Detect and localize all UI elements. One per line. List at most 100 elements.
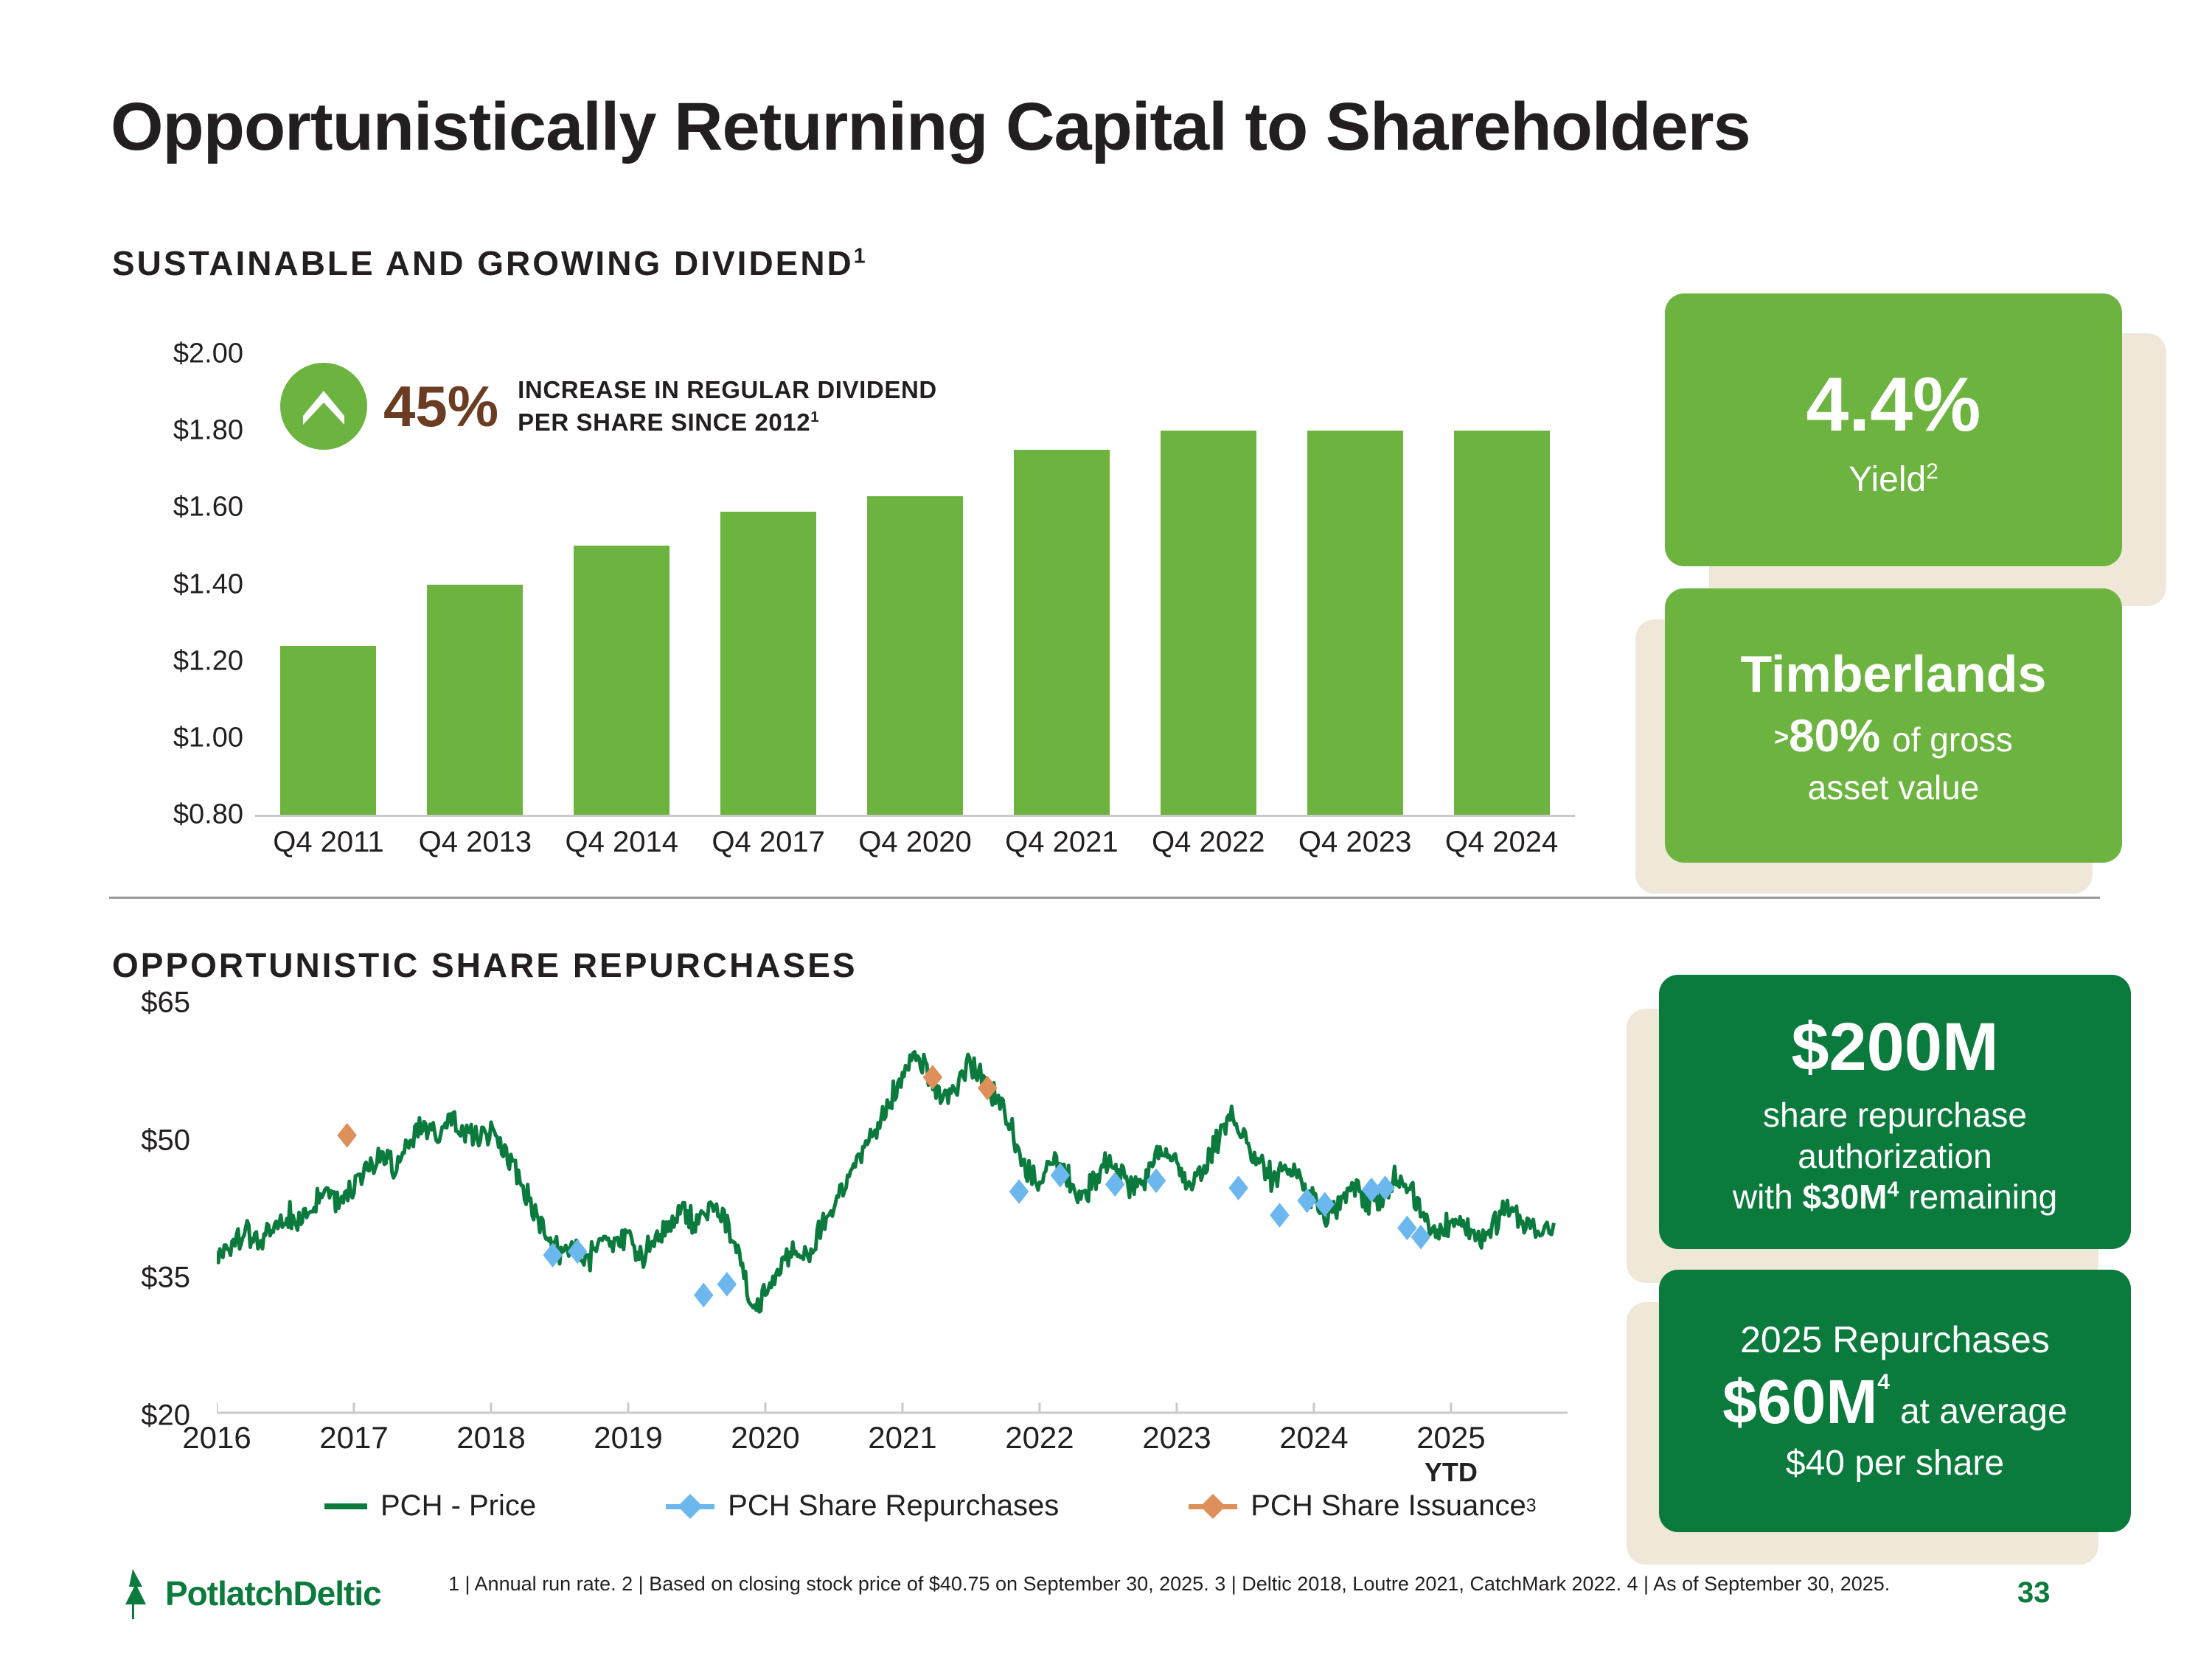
card-line3: asset value bbox=[1807, 768, 1980, 807]
bar-column bbox=[1453, 354, 1550, 815]
price-x-tick-ytd: YTD bbox=[1424, 1457, 1478, 1487]
price-x-tick: 2024 bbox=[1279, 1420, 1349, 1455]
price-y-tick: $65 bbox=[141, 986, 190, 1019]
price-x-tick: 2019 bbox=[594, 1420, 663, 1455]
repurchase-marker bbox=[1411, 1224, 1431, 1250]
price-line-chart: $65 $50 $35 $20 2016 2017 2018 2019 2020 2021 202… bbox=[87, 987, 1584, 1487]
card-label-text: Yield bbox=[1848, 459, 1927, 499]
bar-x-tick: Q4 2014 bbox=[565, 826, 678, 858]
legend-item: PCH - Price bbox=[324, 1489, 536, 1523]
repurchase-marker bbox=[1009, 1179, 1029, 1204]
legend-diamond-swatch bbox=[666, 1493, 715, 1519]
price-x-tick: 2021 bbox=[868, 1420, 937, 1455]
price-x-tick: 2018 bbox=[456, 1420, 526, 1455]
repurchase-marker bbox=[1146, 1168, 1166, 1194]
legend-label: PCH Share Repurchases bbox=[728, 1489, 1060, 1522]
repurchases-2025-card: 2025 Repurchases $60M 4 at average $40 per s… bbox=[1659, 1270, 2131, 1532]
legend-label: PCH - Price bbox=[380, 1489, 537, 1522]
card-line3: with $30M4 remaining bbox=[1733, 1177, 2057, 1217]
bar-x-tick: Q4 2024 bbox=[1444, 826, 1559, 858]
repurchase-marker bbox=[567, 1239, 588, 1265]
repurchase-marker bbox=[1270, 1203, 1290, 1228]
price-x-tick: 2016 bbox=[182, 1420, 251, 1455]
footnote-marker-1: 1 bbox=[853, 244, 868, 268]
dividend-increase-line1: INCREASE IN REGULAR DIVIDEND bbox=[518, 375, 937, 403]
bar-rect bbox=[1160, 431, 1256, 815]
price-y-tick: $35 bbox=[141, 1261, 190, 1294]
bar-column bbox=[574, 354, 670, 815]
bar-column bbox=[1307, 354, 1403, 815]
price-x-tick: 2020 bbox=[731, 1420, 800, 1455]
bar-column bbox=[1013, 354, 1110, 815]
page-number: 33 bbox=[2017, 1576, 2051, 1609]
bar-column bbox=[1160, 354, 1256, 815]
card-value-row: >80% of gross bbox=[1774, 709, 2013, 764]
card-value: 80% bbox=[1789, 711, 1881, 762]
price-line bbox=[217, 1050, 1556, 1314]
bar-x-tick: Q4 2020 bbox=[858, 826, 972, 858]
repurchase-marker bbox=[1397, 1215, 1417, 1241]
price-chart-plot-area: 2016 2017 2018 2019 2020 2021 2022 2023 2024 2025… bbox=[182, 1003, 1568, 1487]
card-line3-post: remaining bbox=[1899, 1177, 2058, 1216]
footnote-marker-2: 2 bbox=[1926, 459, 1938, 484]
price-x-tick: 2023 bbox=[1142, 1420, 1211, 1455]
bar-rect bbox=[867, 495, 963, 815]
legend-label: PCH Share Issuance bbox=[1251, 1489, 1526, 1522]
repurchase-marker bbox=[1315, 1192, 1335, 1217]
bar-chart-baseline bbox=[255, 815, 1575, 817]
repurchase-marker bbox=[1361, 1177, 1382, 1203]
card-value-suffix: at average bbox=[1899, 1391, 2067, 1431]
bar-x-tick: Q4 2017 bbox=[712, 826, 825, 858]
bar-chart-plot-area: Q4 2011 Q4 2013 Q4 2014 Q4 2017 Q4 2020 Q4 20… bbox=[255, 354, 1578, 858]
legend-item: PCH Share Issuance 3 bbox=[1189, 1489, 1537, 1523]
card-line1: share repurchase bbox=[1763, 1096, 2027, 1135]
price-x-tick: 2017 bbox=[319, 1420, 389, 1455]
legend-marker-diamond bbox=[1200, 1493, 1226, 1519]
chevron-up-icon bbox=[280, 363, 367, 450]
bar-rect bbox=[1013, 450, 1110, 815]
footnote-marker-4b: 4 bbox=[1877, 1369, 1890, 1394]
bar-rect bbox=[720, 511, 817, 815]
repurchase-marker bbox=[1050, 1163, 1071, 1188]
issuance-marker bbox=[337, 1122, 357, 1148]
card-line2: authorization bbox=[1798, 1136, 1992, 1175]
bar-y-tick: $1.60 bbox=[173, 491, 243, 523]
card-label: Yield2 bbox=[1848, 459, 1938, 501]
bar-rect bbox=[574, 546, 670, 815]
price-y-tick: $50 bbox=[141, 1124, 190, 1157]
bar-y-tick: $1.40 bbox=[173, 568, 243, 599]
card-value: 4.4% bbox=[1806, 361, 1981, 448]
authorization-card: $200M share repurchase authorization with $… bbox=[1659, 975, 2131, 1249]
issuance-marker bbox=[978, 1075, 998, 1101]
repurchase-marker bbox=[717, 1271, 737, 1297]
card-value-row: $60M 4 at average bbox=[1722, 1365, 2067, 1439]
price-x-tick: 2025 YTD bbox=[1377, 1420, 1525, 1488]
price-chart-legend: PCH - Price PCH Share Repurchases PCH Shar… bbox=[324, 1489, 1537, 1523]
card-line3-pre: with bbox=[1732, 1177, 1803, 1216]
legend-diamond-swatch bbox=[1189, 1493, 1238, 1519]
dividend-increase-line2: PER SHARE SINCE 20121 bbox=[518, 406, 937, 439]
repurchase-marker bbox=[1105, 1172, 1125, 1197]
dividend-increase-line2-text: PER SHARE SINCE 2012 bbox=[518, 408, 811, 436]
bar-rect bbox=[427, 584, 524, 815]
bar-y-tick: $1.00 bbox=[173, 722, 243, 754]
repurchase-marker bbox=[543, 1242, 563, 1268]
repurchase-marker bbox=[1297, 1188, 1317, 1214]
legend-item: PCH Share Repurchases bbox=[666, 1489, 1059, 1523]
bar-chart-y-axis: $2.00 $1.80 $1.60 $1.40 $1.20 $1.00 $0.80 bbox=[111, 338, 243, 830]
bar-y-tick: $1.20 bbox=[173, 645, 243, 677]
repurchase-marker bbox=[1228, 1175, 1248, 1200]
greater-than-icon: > bbox=[1774, 723, 1790, 752]
page-title: Opportunistically Returning Capital to S… bbox=[111, 89, 1751, 164]
issuance-marker bbox=[922, 1065, 943, 1090]
company-logo-text: PotlatchDeltic bbox=[165, 1574, 382, 1613]
card-value-suffix: of gross bbox=[1892, 720, 2013, 759]
bar-column bbox=[427, 354, 524, 815]
legend-marker-diamond bbox=[678, 1493, 703, 1519]
card-value: $200M bbox=[1791, 1009, 1999, 1085]
repurchase-marker bbox=[694, 1282, 714, 1308]
bar-x-tick: Q4 2013 bbox=[418, 826, 532, 858]
bar-y-tick: $0.80 bbox=[173, 799, 243, 830]
price-x-tick: 2022 bbox=[1005, 1420, 1074, 1455]
bar-column bbox=[720, 354, 817, 815]
